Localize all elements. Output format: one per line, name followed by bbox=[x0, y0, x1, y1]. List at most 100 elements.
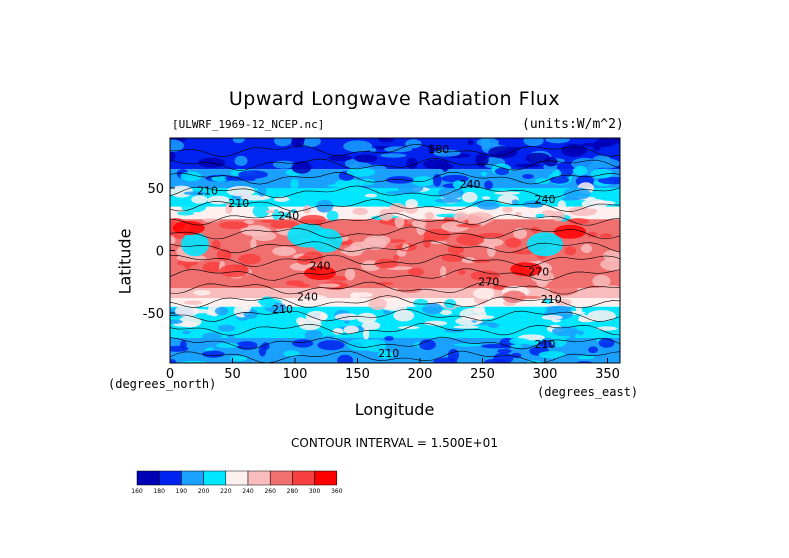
field-patch bbox=[326, 210, 339, 221]
x-tick-label: 200 bbox=[408, 367, 433, 382]
field-patch bbox=[552, 169, 562, 178]
field-patch bbox=[343, 140, 373, 153]
field-patch bbox=[573, 165, 588, 176]
field-patch bbox=[235, 341, 258, 350]
field-patch bbox=[238, 170, 268, 179]
field-patch bbox=[219, 264, 250, 278]
field-patch bbox=[384, 305, 398, 310]
field-patch bbox=[511, 199, 519, 205]
field-patch bbox=[301, 294, 327, 301]
field-patch bbox=[243, 226, 272, 236]
field-patch bbox=[226, 185, 256, 197]
field-patch bbox=[586, 231, 598, 238]
field-patch bbox=[378, 208, 394, 221]
field-patch bbox=[452, 180, 465, 189]
convective-region bbox=[527, 232, 563, 257]
field-patch bbox=[568, 206, 598, 217]
field-patch bbox=[344, 268, 356, 281]
y-axis-units: (degrees_north) bbox=[108, 377, 217, 391]
field-patch bbox=[592, 274, 611, 288]
field-patch bbox=[337, 354, 354, 363]
field-patch bbox=[241, 302, 252, 313]
field-patch bbox=[183, 300, 203, 305]
field-patch bbox=[250, 238, 257, 250]
field-patch bbox=[318, 283, 341, 288]
field-patch bbox=[184, 262, 191, 270]
field-patch bbox=[296, 283, 310, 288]
field-patch bbox=[257, 184, 267, 197]
contour-line bbox=[170, 268, 620, 281]
field-patch bbox=[513, 227, 528, 240]
field-patch bbox=[480, 138, 491, 150]
field-patch bbox=[522, 174, 534, 179]
field-patch bbox=[453, 343, 482, 347]
field-patch bbox=[328, 154, 353, 161]
field-patch bbox=[385, 176, 414, 184]
field-patch bbox=[523, 138, 544, 147]
field-patch bbox=[170, 358, 176, 363]
field-patch bbox=[475, 153, 489, 167]
colorbar-level-label: 300 bbox=[309, 488, 321, 495]
field-patch bbox=[202, 332, 222, 342]
field-patch bbox=[178, 315, 202, 328]
field-patch bbox=[413, 298, 429, 308]
field-patch bbox=[458, 269, 466, 275]
field-patch bbox=[441, 174, 469, 183]
dataset-label: [ULWRF_1969-12_NCEP.nc] bbox=[172, 118, 325, 131]
field-patch bbox=[283, 350, 300, 358]
contour-line bbox=[170, 322, 620, 336]
contour-label: 210 bbox=[228, 197, 249, 210]
axes: 0 50 100 150 200 250 300 350 50 0 -50 bbox=[143, 137, 621, 382]
x-tick-label: 100 bbox=[283, 367, 308, 382]
contour-line bbox=[170, 240, 620, 254]
field-patch bbox=[211, 175, 228, 182]
field-patch bbox=[291, 138, 305, 148]
contour-line bbox=[170, 199, 620, 213]
field-patch bbox=[290, 178, 299, 189]
field-patch bbox=[353, 154, 378, 163]
field-patch bbox=[477, 232, 505, 238]
field-patch bbox=[343, 325, 359, 335]
field-patch bbox=[534, 177, 551, 185]
contour-line bbox=[170, 171, 620, 185]
contour-label: 270 bbox=[478, 276, 499, 289]
field-patch bbox=[408, 267, 424, 277]
field-patch bbox=[170, 319, 183, 324]
contour-label: 210 bbox=[541, 293, 562, 306]
field-patch bbox=[232, 138, 245, 144]
lat-band-8 bbox=[170, 298, 620, 307]
x-tick-label: 0 bbox=[166, 367, 174, 382]
field-patch bbox=[182, 330, 191, 335]
contour-line bbox=[170, 254, 620, 268]
field-patch bbox=[170, 235, 176, 245]
field-patch bbox=[453, 325, 479, 329]
field-patch bbox=[362, 327, 370, 340]
colorbar-level-label: 280 bbox=[287, 488, 299, 495]
field-patch bbox=[224, 176, 252, 181]
field-patch bbox=[592, 155, 611, 165]
field-patch bbox=[393, 255, 400, 260]
field-patch bbox=[374, 258, 399, 269]
field-patch bbox=[170, 345, 189, 352]
field-patch bbox=[543, 156, 558, 167]
field-patch bbox=[176, 254, 207, 262]
field-patch bbox=[473, 287, 495, 299]
lat-band-7 bbox=[170, 288, 620, 298]
field-patch bbox=[422, 302, 443, 315]
field-patch bbox=[211, 239, 221, 251]
field-patch bbox=[405, 139, 422, 149]
field-patch bbox=[397, 183, 424, 194]
colorbar-level-label: 190 bbox=[176, 488, 188, 495]
colorbar-swatch bbox=[136, 470, 160, 486]
field-patch bbox=[472, 259, 491, 263]
field-patch bbox=[461, 191, 478, 203]
field-patch bbox=[369, 147, 377, 153]
field-patch bbox=[317, 340, 345, 351]
field-patch bbox=[428, 143, 436, 155]
contour-interval: CONTOUR INTERVAL = 1.500E+01 bbox=[291, 436, 498, 450]
field-patch bbox=[480, 171, 488, 177]
colorbar: 160 180 190 200 220 240 260 280 300 360 bbox=[131, 470, 343, 495]
field-patch bbox=[219, 221, 249, 230]
field-patch bbox=[611, 138, 620, 144]
field-patch bbox=[541, 315, 563, 321]
